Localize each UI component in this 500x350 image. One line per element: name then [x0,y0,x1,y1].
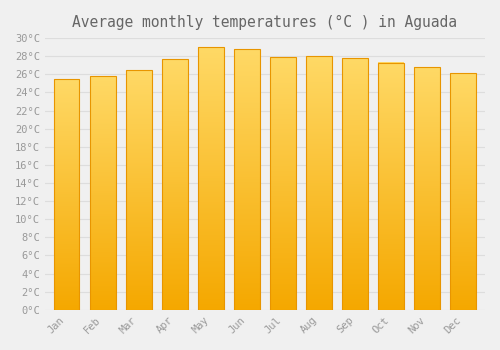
Bar [342,58,368,310]
Bar [450,74,476,310]
Bar [378,63,404,310]
Bar [270,57,296,310]
Bar [306,56,332,310]
Bar [198,47,224,310]
Title: Average monthly temperatures (°C ) in Aguada: Average monthly temperatures (°C ) in Ag… [72,15,458,30]
Bar [234,49,260,310]
Bar [126,70,152,310]
Bar [90,76,116,310]
Bar [162,59,188,310]
Bar [414,67,440,310]
Bar [54,79,80,310]
